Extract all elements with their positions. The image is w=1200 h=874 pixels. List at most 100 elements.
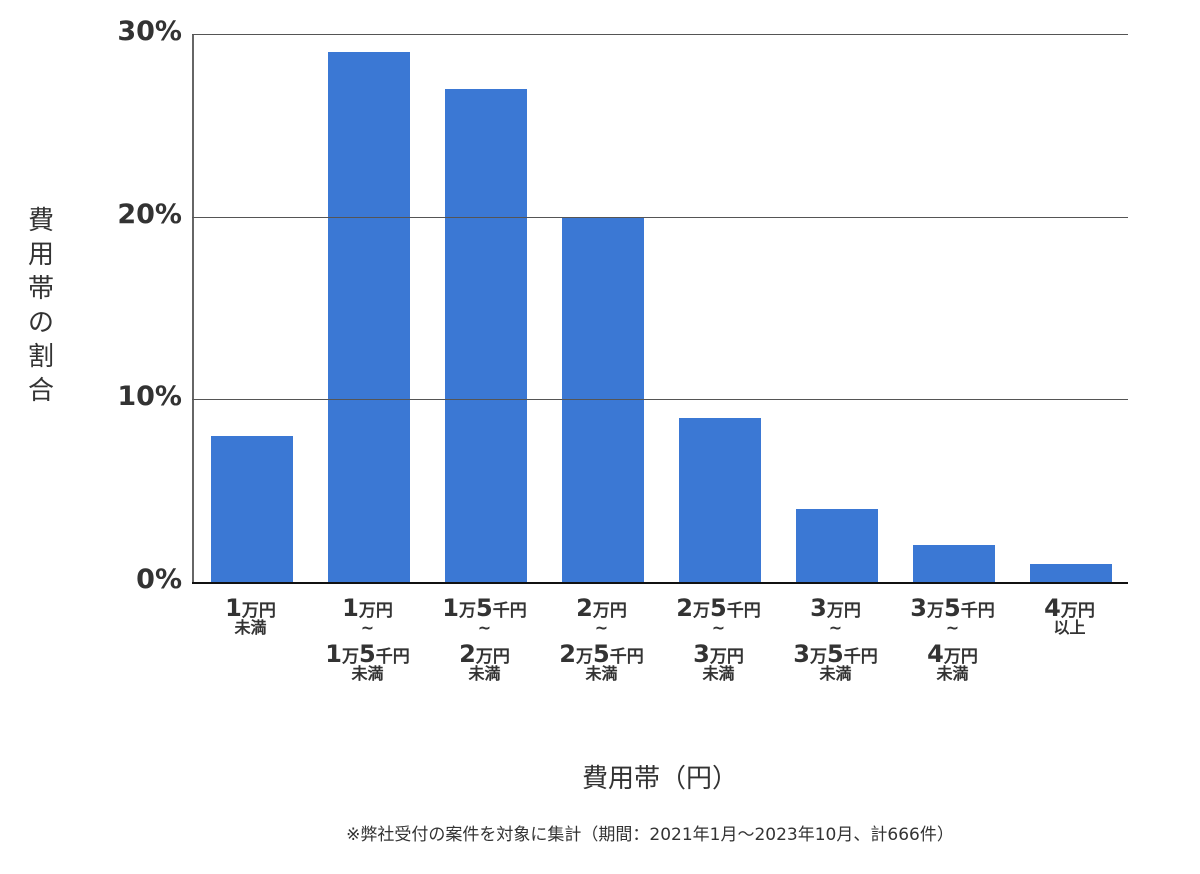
amount-unit: 万 [927,601,944,621]
amount-unit: 万 [576,647,593,667]
range-tilde: ~ [477,618,492,637]
amount-number: 1 [442,594,459,622]
x-category-label: 1万円 未満 [191,596,311,640]
range-tilde: ~ [945,618,960,637]
y-tick-label: 10% [117,381,182,413]
label-qualifier: 未満 [234,618,267,637]
label-qualifier: 未満 [585,664,618,683]
x-axis-line [192,582,1128,584]
label-qualifier: 未満 [936,664,969,683]
amount-unit: 千円 [726,601,761,621]
label-amount: 3万5千円 [893,596,1013,620]
y-axis-title-char: 用 [27,240,54,270]
amount-unit: 万円 [475,647,510,667]
bar [678,417,761,582]
label-qualifier: 未満 [702,664,735,683]
gridline [192,399,1128,401]
y-axis-title: 費用帯の割合 [26,204,56,408]
amount-number: 5 [476,594,493,622]
range-tilde: ~ [828,618,843,637]
label-amount: 3万円 [776,596,896,620]
x-category-label: 2万円 ~2万5千円 未満 [542,596,662,686]
x-category-label: 1万5千円 ~2万円 未満 [425,596,545,686]
amount-number: 3 [793,640,810,668]
amount-number: 4 [1044,594,1061,622]
amount-number: 1 [225,594,242,622]
label-qualifier: 未満 [351,664,384,683]
range-tilde: ~ [360,618,375,637]
amount-unit: 万 [342,647,359,667]
y-tick-label: 30% [117,16,182,47]
amount-number: 2 [676,594,693,622]
label-amount: 1万円 [191,596,311,620]
amount-number: 5 [359,640,376,668]
y-axis-title-char: 帯 [27,274,54,304]
amount-number: 5 [593,640,610,668]
gridline [192,34,1128,35]
amount-number: 2 [576,594,593,622]
x-category-label: 3万円 ~3万5千円 未満 [776,596,896,686]
gridline [192,216,1128,218]
amount-unit: 千円 [492,601,527,621]
amount-unit: 万円 [709,647,744,667]
label-qualifier: 未満 [819,664,852,683]
label-qualifier: 以上 [1053,618,1086,637]
amount-unit: 千円 [843,647,878,667]
label-amount: 2万円 [542,596,662,620]
label-amount: 1万5千円 [308,642,428,666]
x-category-label: 3万5千円 ~4万円 未満 [893,596,1013,686]
bar [210,435,293,582]
amount-unit: 万 [693,601,710,621]
amount-unit: 万円 [241,601,276,621]
amount-unit: 万 [810,647,827,667]
amount-unit: 万円 [943,647,978,667]
label-qualifier: 未満 [468,664,501,683]
label-amount: 3万円 [659,642,779,666]
range-tilde: ~ [594,618,609,637]
plot-area [192,34,1128,584]
x-category-label: 4万円 以上 [1010,596,1130,640]
bar [444,88,527,582]
bar [327,52,410,582]
amount-unit: 千円 [960,601,995,621]
footnote: ※弊社受付の案件を対象に集計（期間：2021年1月～2023年10月、計666件… [346,825,954,845]
range-tilde: ~ [711,618,726,637]
y-axis-title-char: 割 [27,342,54,372]
amount-number: 3 [693,640,710,668]
label-amount: 2万円 [425,642,545,666]
amount-number: 3 [810,594,827,622]
amount-unit: 万 [459,601,476,621]
amount-number: 1 [325,640,342,668]
y-tick-label: 0% [136,564,182,595]
y-axis-title-char: の [27,308,54,338]
y-axis-title-char: 合 [27,376,54,406]
label-amount: 2万5千円 [542,642,662,666]
amount-number: 1 [342,594,359,622]
amount-unit: 万円 [358,601,393,621]
amount-number: 4 [927,640,944,668]
y-axis-line [192,34,194,582]
amount-number: 3 [910,594,927,622]
amount-number: 2 [459,640,476,668]
amount-unit: 万円 [1060,601,1095,621]
label-amount: 1万円 [308,596,428,620]
amount-number: 5 [944,594,961,622]
amount-unit: 万円 [592,601,627,621]
label-amount: 3万5千円 [776,642,896,666]
label-amount: 4万円 [893,642,1013,666]
bar [795,508,878,582]
label-amount: 1万5千円 [425,596,545,620]
amount-number: 5 [827,640,844,668]
amount-number: 2 [559,640,576,668]
x-axis-title: 費用帯（円） [581,764,738,794]
y-tick-label: 20% [117,198,182,230]
x-category-label: 2万5千円 ~3万円 未満 [659,596,779,686]
y-axis-title-char: 費 [27,206,54,236]
bar [1029,563,1112,582]
amount-unit: 千円 [609,647,644,667]
label-amount: 2万5千円 [659,596,779,620]
label-amount: 4万円 [1010,596,1130,620]
x-category-label: 1万円 ~1万5千円 未満 [308,596,428,686]
amount-unit: 万円 [826,601,861,621]
amount-number: 5 [710,594,727,622]
